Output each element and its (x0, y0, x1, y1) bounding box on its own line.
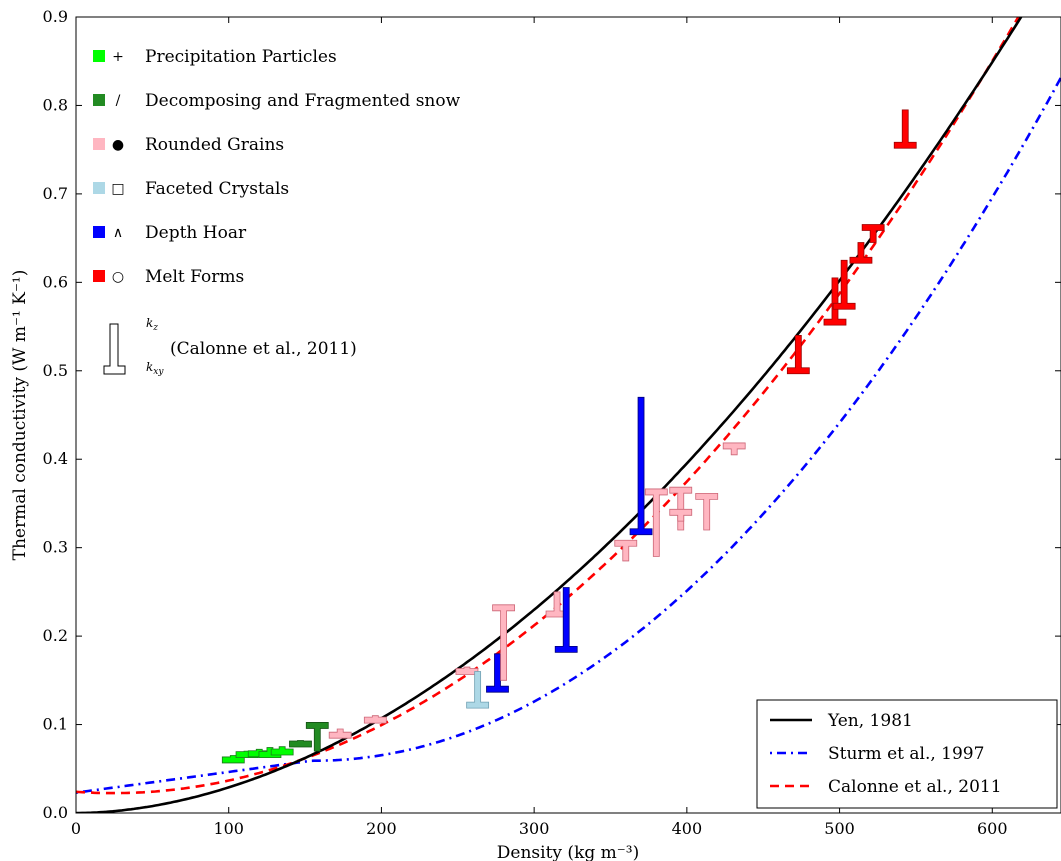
y-axis-label: Thermal conductivity (W m⁻¹ K⁻¹) (10, 270, 30, 561)
measurement-marker (492, 604, 515, 681)
x-tick-label: 500 (824, 819, 855, 838)
class-legend-swatch (93, 138, 105, 150)
measurement-marker (629, 396, 653, 536)
x-axis-ticks: 0 100 200 300 400 500 600 (71, 17, 1008, 838)
measurement-marker (328, 728, 352, 739)
class-legend-symbol: □ (111, 181, 124, 197)
x-tick-label: 300 (519, 819, 550, 838)
class-legend-symbol: ○ (112, 269, 124, 285)
class-legend-swatch (93, 226, 105, 238)
marker-key-kxy: kxy (146, 360, 164, 377)
measurement-marker (669, 508, 693, 522)
x-tick-label: 600 (977, 819, 1008, 838)
y-tick-label: 0.0 (43, 803, 68, 822)
marker-key-label: (Calonne et al., 2011) (170, 339, 357, 359)
measurement-marker (832, 259, 856, 310)
line-legend-label: Calonne et al., 2011 (828, 777, 1002, 797)
class-legend-swatch (93, 50, 105, 62)
class-legend-label: Rounded Grains (145, 135, 284, 155)
class-legend-symbol: ● (112, 137, 124, 153)
measurement-marker (644, 488, 668, 557)
class-legend-label: Decomposing and Fragmented snow (145, 91, 461, 111)
marker-key-kz: kz (146, 316, 158, 333)
class-legend-swatch (93, 270, 105, 282)
line-legend-label: Yen, 1981 (827, 711, 913, 731)
x-tick-label: 0 (71, 819, 81, 838)
measurement-marker (849, 242, 873, 264)
y-tick-label: 0.1 (43, 715, 68, 734)
x-tick-label: 200 (366, 819, 397, 838)
curve-yen (76, 17, 1023, 813)
class-legend: + Precipitation Particles / Decomposing and… (93, 47, 461, 287)
plot-frame (75, 16, 1061, 814)
y-tick-label: 0.2 (43, 626, 68, 645)
marker-key-glyph (103, 323, 126, 375)
class-legend-label: Melt Forms (145, 267, 244, 287)
y-tick-label: 0.8 (43, 95, 68, 114)
line-legend: Yen, 1981 Sturm et al., 1997 Calonne et al… (756, 699, 1058, 809)
measurement-marker (363, 715, 387, 724)
measurement-marker (893, 109, 917, 149)
class-legend-swatch (93, 182, 105, 194)
model-curves (76, 17, 1061, 813)
curve-calonne (76, 17, 1020, 795)
x-axis-label: Density (kg m⁻³) (497, 843, 639, 861)
measurement-marker (861, 224, 885, 243)
y-axis-ticks: 0.0 0.1 0.2 0.3 0.4 0.5 0.6 0.7 0.8 0.9 (43, 7, 1061, 822)
measurement-marker (786, 335, 810, 375)
class-legend-label: Precipitation Particles (145, 47, 337, 67)
measurement-marker (466, 671, 490, 709)
measurement-marker (669, 486, 693, 531)
measurement-marker (722, 442, 746, 456)
measurement-marker (695, 492, 719, 531)
x-tick-label: 100 (213, 819, 244, 838)
line-legend-label: Sturm et al., 1997 (828, 744, 984, 764)
marker-key: kz kxy (Calonne et al., 2011) (103, 316, 357, 377)
class-legend-symbol: / (116, 93, 121, 109)
measurement-marker (614, 539, 638, 562)
y-tick-label: 0.3 (43, 538, 68, 557)
x-tick-label: 400 (672, 819, 703, 838)
curve-sturm (76, 74, 1061, 794)
y-tick-label: 0.5 (43, 361, 68, 380)
y-tick-label: 0.9 (43, 7, 68, 26)
class-legend-label: Depth Hoar (145, 223, 247, 243)
class-legend-swatch (93, 94, 105, 106)
y-tick-label: 0.4 (43, 449, 68, 468)
measurement-marker (270, 746, 294, 756)
measurement-markers (221, 109, 917, 764)
measurement-marker (289, 740, 312, 748)
class-legend-symbol: ∧ (113, 225, 123, 241)
measurement-marker (305, 722, 329, 752)
y-tick-label: 0.6 (43, 272, 68, 291)
class-legend-symbol: + (112, 49, 124, 65)
measurement-marker (823, 277, 847, 326)
class-legend-label: Faceted Crystals (145, 179, 289, 199)
measurement-marker (554, 587, 578, 653)
y-tick-label: 0.7 (43, 184, 68, 203)
